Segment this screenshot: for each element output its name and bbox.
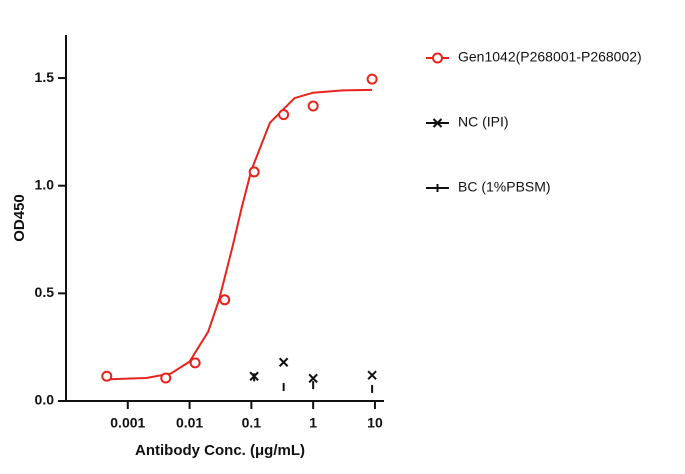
x-tick-label: 0.001 — [110, 415, 145, 431]
data-point — [101, 370, 113, 382]
x-tick-label: 1 — [309, 415, 317, 431]
data-point — [219, 294, 231, 306]
fit-curve — [109, 88, 373, 381]
data-point — [278, 109, 290, 121]
y-tick-label: 1.0 — [35, 176, 55, 192]
legend-label: NC (IPI) — [458, 114, 509, 130]
data-point — [278, 357, 289, 367]
x-axis-title: Antibody Conc. (μg/mL) — [135, 442, 305, 459]
data-point — [189, 357, 201, 369]
data-point — [308, 373, 318, 384]
legend-marker — [432, 118, 443, 128]
data-point — [367, 370, 377, 380]
y-tick-label: 0.0 — [35, 392, 55, 408]
legend-marker — [432, 52, 443, 64]
legend-label: Gen1042(P268001-P268002) — [458, 49, 642, 65]
data-point — [366, 73, 378, 85]
data-point — [248, 166, 260, 178]
x-tick-label: 10 — [367, 415, 383, 431]
y-tick-label: 0.5 — [35, 284, 55, 300]
y-axis-title: OD450 — [11, 194, 28, 242]
x-tick-label: 0.01 — [176, 415, 203, 431]
data-point — [160, 372, 172, 384]
data-point — [307, 100, 319, 112]
x-tick-label: 0.1 — [242, 415, 262, 431]
legend-label: BC (1%PBSM) — [458, 179, 551, 195]
y-tick-label: 1.5 — [35, 69, 55, 85]
